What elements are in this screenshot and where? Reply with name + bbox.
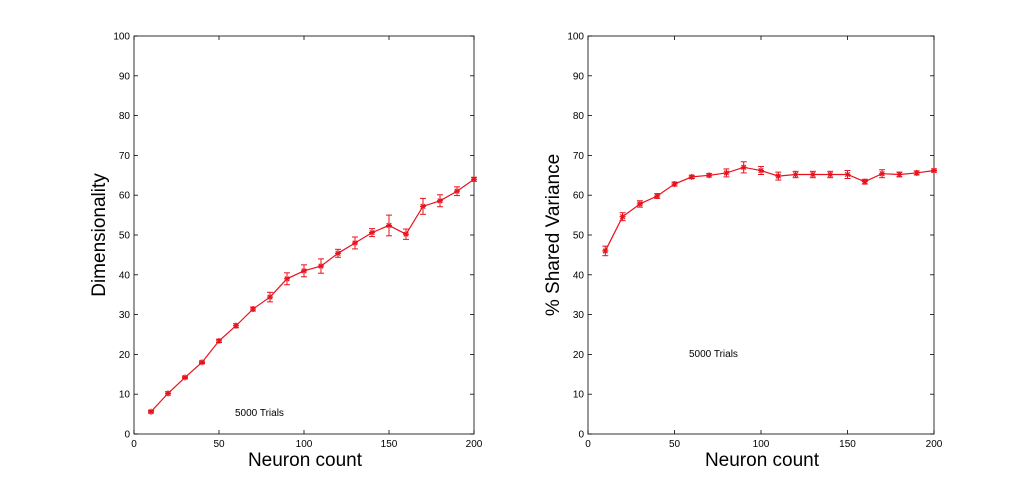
data-point [318,263,324,270]
y-tick-label: 70 [573,151,585,162]
trials-annotation: 5000 Trials [689,349,738,360]
data-point [403,231,409,238]
data-point [284,275,290,282]
y-tick-label: 20 [119,350,131,361]
data-point [454,188,460,195]
x-tick-label: 0 [585,439,591,450]
y-tick-label: 100 [113,32,130,43]
y-tick-label: 40 [119,270,131,281]
y-tick-label: 70 [119,151,131,162]
y-tick-label: 10 [119,390,131,401]
data-point [301,267,307,274]
y-tick-label: 50 [573,231,585,242]
data-point [706,172,713,179]
data-point [148,408,154,415]
x-tick-label: 50 [213,439,225,450]
data-point [267,294,273,301]
y-tick-label: 60 [119,191,131,202]
series-line [150,178,475,413]
data-point [636,200,643,207]
y-tick-label: 80 [573,111,585,122]
data-point [420,203,426,210]
plot-frame [133,35,475,435]
y-axis-label: % Shared Variance [543,154,564,316]
data-point [740,164,747,171]
data-point [199,359,205,366]
data-point [216,337,222,344]
x-tick-label: 100 [296,439,313,450]
data-point [723,169,730,176]
data-point [602,247,609,254]
trials-annotation: 5000 Trials [235,408,284,419]
x-tick-label: 200 [466,439,483,450]
data-point [844,171,851,178]
y-tick-label: 80 [119,111,131,122]
data-point [352,239,358,246]
y-tick-label: 30 [119,310,131,321]
y-tick-label: 90 [573,71,585,82]
data-point [369,229,375,236]
y-tick-label: 20 [573,350,585,361]
x-tick-label: 100 [753,439,770,450]
data-point [619,213,626,220]
x-tick-label: 150 [839,439,856,450]
chart-panel-dimensionality: Dimensionality Neuron count 5000 Trials … [89,32,483,472]
data-point [182,374,188,381]
x-axis-label: Neuron count [248,450,363,471]
x-axis-label: Neuron count [705,450,820,471]
data-point [233,322,239,329]
chart-panel-shared-variance: % Shared Variance Neuron count 5000 Tria… [543,32,943,472]
data-point [165,390,171,397]
y-tick-label: 0 [578,430,584,441]
data-point [335,250,341,257]
y-tick-label: 90 [119,71,131,82]
y-tick-label: 0 [124,430,130,441]
data-point [827,171,834,178]
data-point [879,170,886,177]
x-tick-label: 150 [381,439,398,450]
data-point [688,173,695,180]
y-tick-label: 50 [119,231,131,242]
plot-frame [587,35,935,435]
data-point [792,171,799,178]
y-tick-label: 40 [573,270,585,281]
x-tick-label: 0 [131,439,137,450]
y-tick-label: 10 [573,390,585,401]
data-point [913,169,920,176]
data-point [775,173,782,180]
data-point [386,222,392,229]
data-point [671,181,678,188]
series-line [604,166,935,252]
x-tick-label: 50 [669,439,681,450]
x-tick-label: 200 [926,439,943,450]
data-point [758,167,764,174]
data-point [471,176,477,183]
y-tick-label: 100 [567,32,584,43]
data-point [437,197,443,204]
data-point [654,192,661,199]
y-tick-label: 60 [573,191,585,202]
y-tick-label: 30 [573,310,585,321]
data-point [861,178,868,185]
data-point [896,171,903,178]
y-axis-label: Dimensionality [89,173,110,297]
data-point [931,167,937,174]
data-point [809,171,816,178]
data-point [250,306,256,313]
